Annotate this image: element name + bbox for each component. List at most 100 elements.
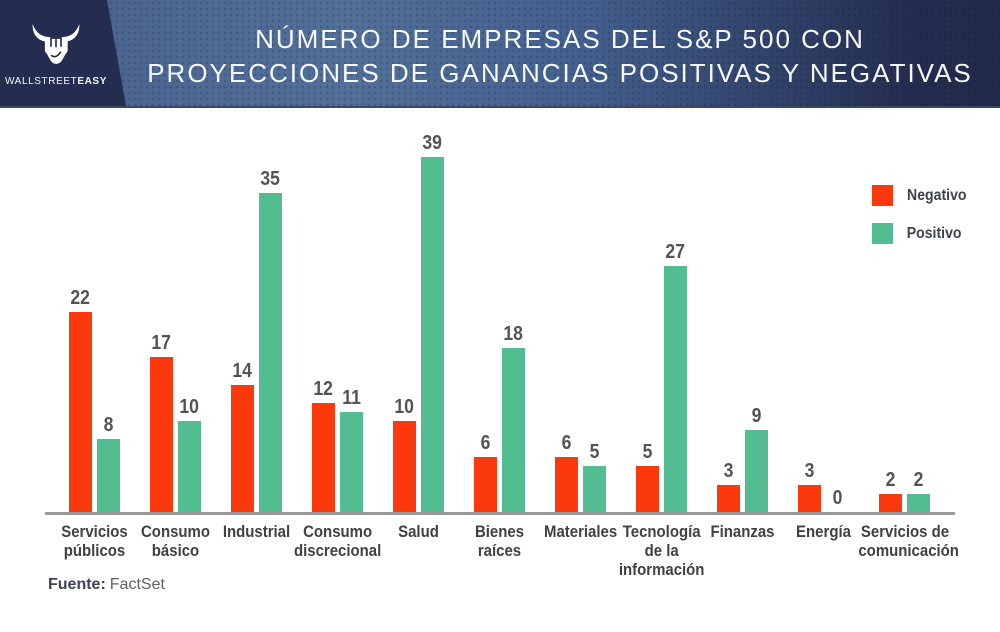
value-label: 2 xyxy=(913,469,924,491)
category-label: Finanzas xyxy=(702,522,783,579)
category-label-text: Bienes raíces xyxy=(474,522,525,560)
value-label: 22 xyxy=(70,287,91,309)
value-label: 3 xyxy=(723,460,734,482)
category-label-text: Finanzas xyxy=(710,522,775,541)
category-label-text: Consumo discrecional xyxy=(293,522,382,560)
negative-bar xyxy=(879,494,902,512)
value-label: 10 xyxy=(394,396,415,418)
negative-bar xyxy=(798,485,821,512)
negative-bar xyxy=(717,485,740,512)
positive-bar xyxy=(583,466,606,512)
source-label: Fuente: xyxy=(48,576,106,593)
legend-item-positive: Positivo xyxy=(872,223,971,244)
chart-title-line1: NÚMERO DE EMPRESAS DEL S&P 500 CON xyxy=(255,24,865,54)
positive-bar xyxy=(502,348,525,512)
brand-wordmark: WALLSTREETEASY xyxy=(5,76,107,87)
category-label: Servicios de comunicación xyxy=(858,522,959,579)
legend-item-negative: Negativo xyxy=(872,185,971,206)
value-label: 35 xyxy=(260,168,281,190)
value-label: 5 xyxy=(642,441,653,463)
category-label-text: Consumo básico xyxy=(141,522,210,560)
negative-bar xyxy=(474,457,497,512)
chart-title: NÚMERO DE EMPRESAS DEL S&P 500 CON PROYE… xyxy=(120,22,1000,90)
category-label: Consumo discrecional xyxy=(293,522,382,579)
value-label: 8 xyxy=(103,414,114,436)
bar-group: 10 39 xyxy=(378,133,459,512)
bar-group: 12 11 xyxy=(297,379,378,512)
negative-bar xyxy=(636,466,659,512)
value-label: 3 xyxy=(804,460,815,482)
legend-positive-label: Positivo xyxy=(906,224,962,242)
source-value: FactSet xyxy=(109,576,165,593)
negative-bar xyxy=(555,457,578,512)
legend: Negativo Positivo xyxy=(872,185,971,261)
value-label: 27 xyxy=(665,241,686,263)
category-label-text: Industrial xyxy=(222,522,291,541)
bar-group: 6 18 xyxy=(459,324,540,512)
value-label: 17 xyxy=(151,332,172,354)
positive-bar xyxy=(907,494,930,512)
bar-group: 14 35 xyxy=(216,169,297,512)
negative-bar xyxy=(312,403,335,512)
positive-bar xyxy=(340,412,363,512)
category-label-text: Servicios públicos xyxy=(61,522,128,560)
negative-bar xyxy=(231,385,254,512)
category-label: Salud xyxy=(378,522,459,579)
value-label: 6 xyxy=(480,432,491,454)
value-label: 5 xyxy=(589,441,600,463)
bull-logo-icon xyxy=(32,23,80,64)
positive-bar xyxy=(97,439,120,512)
positive-bar xyxy=(421,157,444,512)
category-label: Tecnología de la información xyxy=(618,522,705,579)
negative-bar xyxy=(69,312,92,512)
negative-bar xyxy=(393,421,416,512)
category-label: Bienes raíces xyxy=(459,522,540,579)
category-label-text: Energía xyxy=(796,522,851,541)
positive-bar xyxy=(178,421,201,512)
bar-group: 22 8 xyxy=(54,288,135,512)
chart-area: Negativo Positivo 22 8 17 10 14 35 12 11 10 39 6 18… xyxy=(0,110,1000,632)
category-label-text: Tecnología de la información xyxy=(618,522,705,579)
value-label: 6 xyxy=(561,432,572,454)
category-label: Materiales xyxy=(540,522,621,579)
brand-second: EASY xyxy=(77,75,107,87)
bar-group: 17 10 xyxy=(135,333,216,512)
positive-bar xyxy=(745,430,768,512)
value-label: 14 xyxy=(232,360,253,382)
value-label: 10 xyxy=(179,396,200,418)
brand-first: WALLSTREET xyxy=(5,75,78,87)
value-label: 18 xyxy=(503,323,524,345)
category-label: Industrial xyxy=(216,522,297,579)
negative-bar xyxy=(150,357,173,512)
category-label: Energía xyxy=(783,522,864,579)
category-label-text: Materiales xyxy=(543,522,618,541)
value-label: 39 xyxy=(422,132,443,154)
bar-group: 5 27 xyxy=(621,242,702,512)
value-label: 2 xyxy=(885,469,896,491)
legend-negative-label: Negativo xyxy=(907,186,967,204)
value-label: 12 xyxy=(313,378,334,400)
brand-logo: WALLSTREETEASY xyxy=(0,0,126,106)
positive-bar xyxy=(664,266,687,512)
chart-title-line2: PROYECCIONES DE GANANCIAS POSITIVAS Y NE… xyxy=(147,58,973,88)
plot-area: 22 8 17 10 14 35 12 11 10 39 6 18 6 5 5 27 3 9 3 0 2 2 xyxy=(54,110,945,512)
category-label-text: Salud xyxy=(398,522,439,541)
x-axis-line xyxy=(45,512,955,515)
positive-bar xyxy=(259,193,282,512)
category-label-text: Servicios de comunicación xyxy=(857,522,959,560)
category-labels: Servicios públicos Consumo básico Industri… xyxy=(54,522,959,579)
header-banner: WALLSTREETEASY NÚMERO DE EMPRESAS DEL S&… xyxy=(0,0,1000,108)
positive-swatch xyxy=(872,223,893,244)
value-label: 11 xyxy=(342,387,361,409)
value-label: 0 xyxy=(832,487,843,509)
category-label: Consumo básico xyxy=(135,522,216,579)
source-note: Fuente: FactSet xyxy=(48,576,165,594)
negative-swatch xyxy=(872,185,893,206)
value-label: 9 xyxy=(751,405,762,427)
category-label: Servicios públicos xyxy=(54,522,135,579)
